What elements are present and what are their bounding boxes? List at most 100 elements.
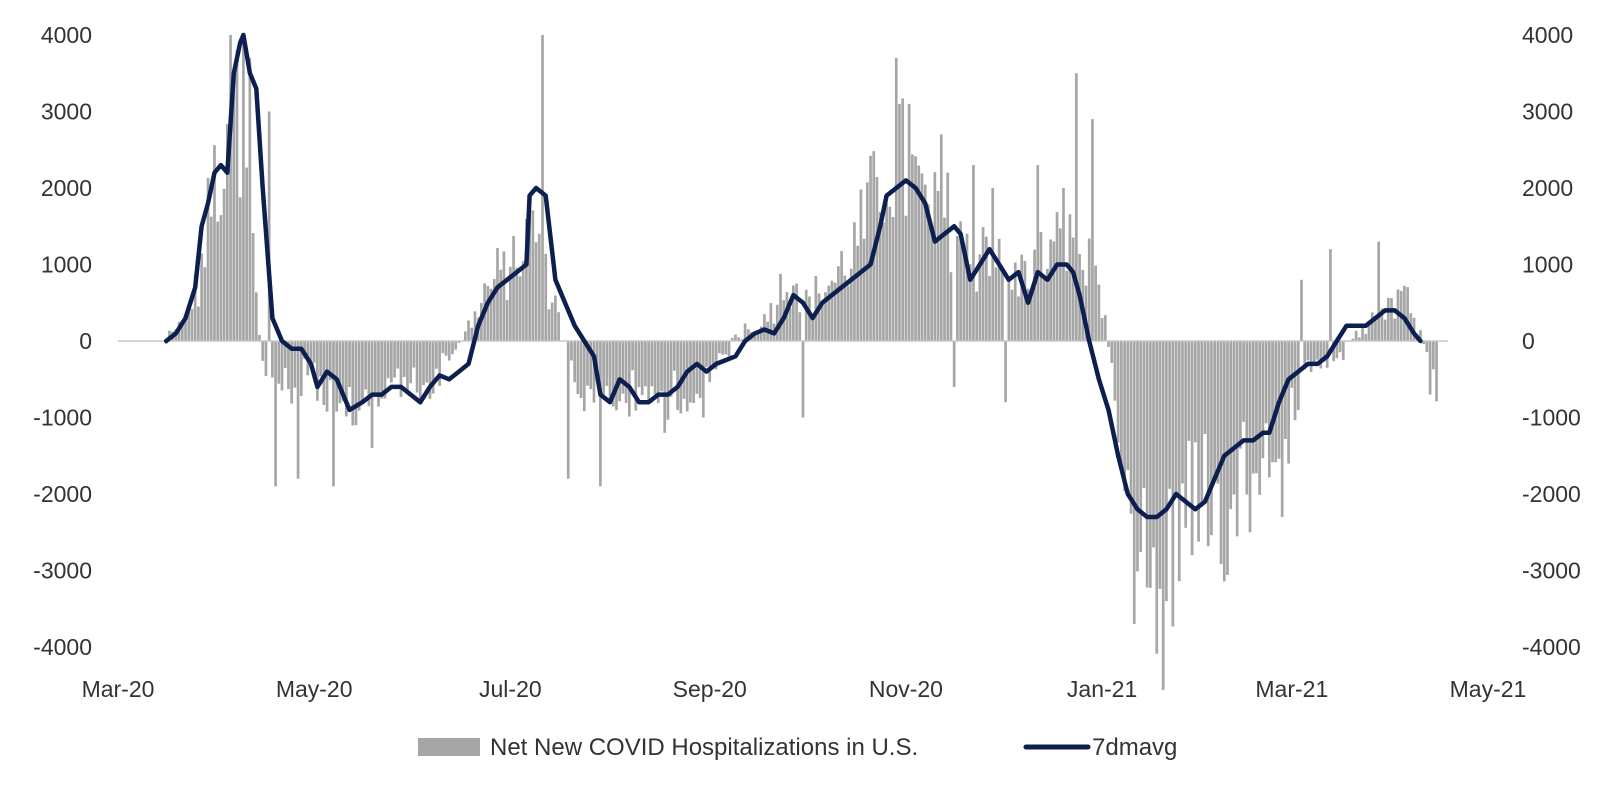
bar <box>743 323 747 341</box>
bar <box>525 218 528 341</box>
bar <box>988 275 991 341</box>
bar <box>730 338 734 341</box>
bar <box>1267 341 1271 478</box>
x-tick-7: May-21 <box>1450 676 1527 702</box>
bar <box>312 341 316 363</box>
bar <box>1136 341 1139 572</box>
bar <box>1386 297 1390 341</box>
bar <box>1309 341 1313 372</box>
bar <box>1049 239 1052 341</box>
bar <box>566 341 570 479</box>
bar <box>602 341 605 395</box>
bar <box>917 165 921 341</box>
bar <box>586 341 589 386</box>
bar <box>1296 341 1300 411</box>
bar <box>557 312 560 341</box>
bar <box>676 341 679 410</box>
bar <box>660 341 663 392</box>
bar <box>451 341 454 355</box>
bar <box>1046 268 1049 341</box>
bar <box>943 217 946 341</box>
bar <box>788 307 792 341</box>
legend-label-line: 7dmavg <box>1092 734 1177 761</box>
legend-swatch-bars <box>418 738 480 756</box>
bar <box>811 319 814 341</box>
bar <box>1374 320 1377 341</box>
bar <box>1033 249 1036 341</box>
bar <box>222 188 226 341</box>
bar <box>1367 323 1371 341</box>
bar <box>1071 237 1075 341</box>
bar <box>1361 327 1364 341</box>
bar <box>1248 341 1252 533</box>
bar <box>431 341 435 394</box>
bar <box>1255 341 1258 474</box>
bar <box>1017 296 1020 341</box>
bar <box>589 341 593 390</box>
bar <box>605 341 609 386</box>
bar <box>981 227 985 341</box>
bar <box>817 293 821 341</box>
bar <box>1380 308 1384 341</box>
bar <box>1403 285 1406 341</box>
y-tick-right-3: 1000 <box>1522 252 1573 278</box>
y-tick-left-7: -3000 <box>33 558 92 584</box>
bar <box>653 341 657 395</box>
bar <box>1358 337 1361 341</box>
bar <box>1306 341 1310 361</box>
bar <box>1023 260 1027 341</box>
bar <box>865 182 869 341</box>
bar <box>1148 341 1152 588</box>
y-axis-left: 4000 3000 2000 1000 0 -1000 -2000 -3000 -4000 <box>33 22 92 660</box>
bar <box>512 236 515 341</box>
bar <box>338 341 342 404</box>
bar <box>409 341 412 384</box>
bar <box>820 305 824 341</box>
bar <box>965 233 969 341</box>
y-tick-left-1: 3000 <box>41 99 92 125</box>
bar <box>1335 341 1339 359</box>
bar <box>521 261 525 341</box>
bar <box>1293 341 1297 421</box>
bar <box>235 50 239 342</box>
bar <box>415 341 419 393</box>
bar <box>216 221 220 341</box>
bar <box>853 222 856 341</box>
bar <box>213 145 216 341</box>
bar <box>1004 341 1007 403</box>
bar <box>734 334 737 341</box>
bar <box>779 273 782 341</box>
bar <box>682 341 686 399</box>
bar <box>1123 341 1126 492</box>
bar <box>721 341 724 355</box>
bar <box>554 295 557 341</box>
bar <box>576 341 580 395</box>
bar <box>1239 341 1242 449</box>
bar <box>492 279 496 341</box>
bar <box>496 247 499 341</box>
bar <box>1152 341 1155 548</box>
bar <box>209 216 213 341</box>
bar <box>814 275 818 341</box>
bar <box>798 312 802 341</box>
bar <box>428 341 432 399</box>
bar <box>1280 341 1284 517</box>
bar <box>792 285 795 341</box>
bar <box>837 266 840 341</box>
bar <box>901 98 905 341</box>
bar <box>1370 312 1374 341</box>
bar <box>296 341 300 479</box>
bar <box>380 341 384 399</box>
bar <box>621 341 625 394</box>
bar <box>1210 341 1213 536</box>
bar <box>650 341 654 387</box>
bar <box>1184 341 1188 528</box>
bar <box>978 254 982 341</box>
bar <box>885 202 888 341</box>
bar <box>357 341 361 411</box>
x-axis: Mar-20 May-20 Jul-20 Sep-20 Nov-20 Jan-21 Mar-… <box>82 676 1527 702</box>
bar <box>1190 341 1194 556</box>
x-tick-5: Jan-21 <box>1067 676 1137 702</box>
bar <box>1158 341 1162 589</box>
